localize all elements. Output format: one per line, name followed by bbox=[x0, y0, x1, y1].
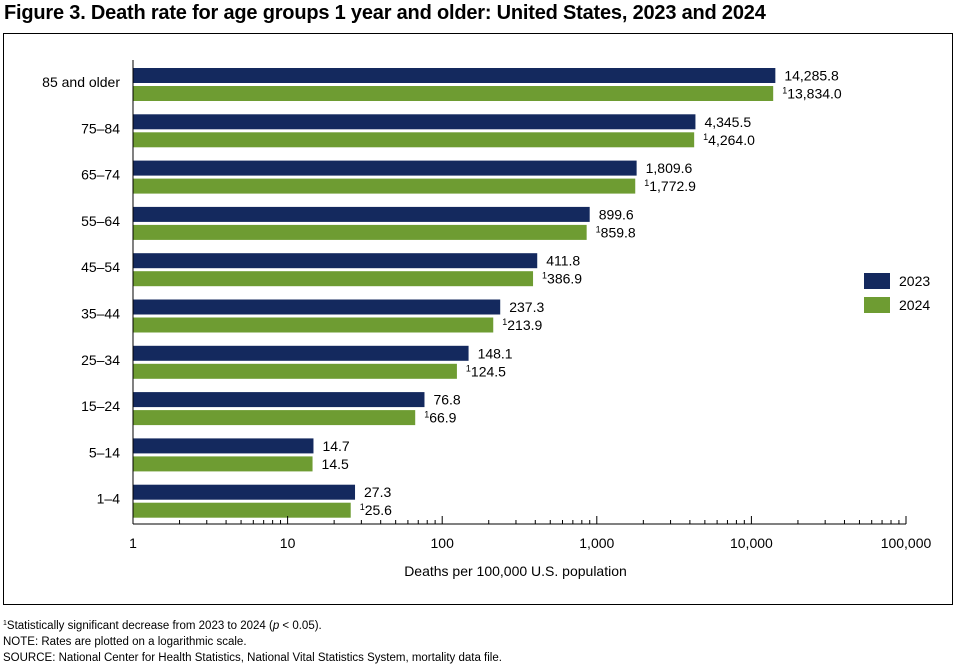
data-label-value: 66.9 bbox=[429, 410, 456, 426]
bar-2024 bbox=[133, 271, 534, 287]
tick-label: 100 bbox=[431, 535, 455, 551]
bar-2024 bbox=[133, 86, 774, 101]
data-label: 14,264.0 bbox=[703, 132, 755, 148]
data-label: 76.8 bbox=[433, 392, 460, 408]
data-label: 125.6 bbox=[360, 502, 392, 518]
footnote-text: Statistically significant decrease from … bbox=[6, 620, 273, 632]
footnote-end: < 0.05). bbox=[279, 620, 322, 632]
tick-label: 100,000 bbox=[881, 535, 932, 551]
category-label: 1–4 bbox=[97, 491, 121, 507]
legend-label: 2023 bbox=[899, 273, 930, 289]
x-axis-title: Deaths per 100,000 U.S. population bbox=[404, 563, 627, 579]
bar-2024 bbox=[133, 410, 416, 426]
data-label: 14.5 bbox=[322, 456, 349, 472]
data-label: 1859.8 bbox=[596, 224, 636, 240]
footnote: 1Statistically significant decrease from… bbox=[3, 616, 502, 634]
category-label: 65–74 bbox=[81, 167, 120, 183]
bar-2023 bbox=[133, 206, 590, 222]
category-label: 55–64 bbox=[81, 213, 120, 229]
bar-2024 bbox=[133, 132, 695, 148]
bar-2023 bbox=[133, 114, 696, 130]
data-label: 166.9 bbox=[424, 410, 456, 426]
data-label-value: 859.8 bbox=[601, 224, 636, 240]
data-label-value: 4,264.0 bbox=[708, 132, 755, 148]
data-label: 148.1 bbox=[478, 345, 513, 361]
significance-marker: 1 bbox=[542, 271, 547, 281]
figure-title: Figure 3. Death rate for age groups 1 ye… bbox=[4, 2, 766, 24]
data-label: 411.8 bbox=[546, 253, 580, 269]
data-label: 14.7 bbox=[322, 438, 349, 454]
footnote-marker: 1 bbox=[3, 620, 7, 627]
bar-2023 bbox=[133, 253, 538, 269]
bar-2023 bbox=[133, 345, 469, 361]
data-label: 14,285.8 bbox=[784, 68, 839, 84]
data-label: 113,834.0 bbox=[782, 86, 842, 102]
bar-2024 bbox=[133, 456, 313, 472]
legend-swatch-2023 bbox=[864, 273, 890, 289]
data-label: 1,809.6 bbox=[646, 160, 693, 176]
significance-marker: 1 bbox=[360, 502, 365, 512]
note-text: NOTE: Rates are plotted on a logarithmic… bbox=[3, 636, 247, 648]
data-label: 899.6 bbox=[599, 206, 634, 222]
data-label-value: 213.9 bbox=[507, 317, 542, 333]
tick-label: 10,000 bbox=[730, 535, 773, 551]
significance-marker: 1 bbox=[424, 410, 429, 420]
data-label-value: 1,772.9 bbox=[649, 178, 696, 194]
significance-marker: 1 bbox=[782, 86, 787, 96]
data-label-value: 25.6 bbox=[365, 502, 392, 518]
data-label: 27.3 bbox=[364, 484, 391, 500]
data-label: 11,772.9 bbox=[644, 178, 696, 194]
bar-2024 bbox=[133, 224, 587, 240]
legend-swatch-2024 bbox=[864, 297, 890, 313]
bar-2024 bbox=[133, 178, 636, 194]
bar-2023 bbox=[133, 299, 501, 315]
data-label: 1124.5 bbox=[466, 363, 506, 379]
category-label: 45–54 bbox=[81, 259, 120, 275]
bar-2024 bbox=[133, 363, 457, 379]
data-label: 1213.9 bbox=[502, 317, 542, 333]
data-label-value: 124.5 bbox=[471, 363, 506, 379]
significance-marker: 1 bbox=[644, 178, 649, 188]
significance-marker: 1 bbox=[502, 317, 507, 327]
bar-2023 bbox=[133, 160, 637, 176]
notes-section: 1Statistically significant decrease from… bbox=[3, 616, 502, 666]
category-label: 35–44 bbox=[81, 306, 120, 322]
category-label: 25–34 bbox=[81, 352, 120, 368]
footnote-p: p bbox=[272, 620, 280, 632]
data-label: 1386.9 bbox=[542, 271, 582, 287]
tick-label: 1 bbox=[129, 535, 137, 551]
source-text: SOURCE: National Center for Health Stati… bbox=[3, 652, 502, 664]
significance-marker: 1 bbox=[466, 363, 471, 373]
category-label: 85 and older bbox=[42, 74, 120, 90]
significance-marker: 1 bbox=[596, 224, 601, 234]
bar-2023 bbox=[133, 484, 356, 500]
category-label: 75–84 bbox=[81, 120, 120, 136]
data-label: 4,345.5 bbox=[704, 114, 751, 130]
bar-2024 bbox=[133, 502, 351, 518]
legend-label: 2024 bbox=[899, 297, 930, 313]
data-label-value: 386.9 bbox=[547, 271, 582, 287]
category-label: 15–24 bbox=[81, 398, 120, 414]
bar-2023 bbox=[133, 392, 425, 408]
category-label: 5–14 bbox=[89, 444, 120, 460]
significance-marker: 1 bbox=[703, 132, 708, 142]
bar-2024 bbox=[133, 317, 494, 333]
bar-2023 bbox=[133, 68, 776, 83]
chart-frame: 85 and older 14,285.8 113,834.0 75–84 4,345.… bbox=[3, 33, 953, 605]
data-label-value: 13,834.0 bbox=[787, 86, 842, 102]
bar-2023 bbox=[133, 438, 314, 454]
tick-label: 10 bbox=[280, 535, 296, 551]
tick-label: 1,000 bbox=[579, 535, 614, 551]
data-label: 237.3 bbox=[509, 299, 544, 315]
